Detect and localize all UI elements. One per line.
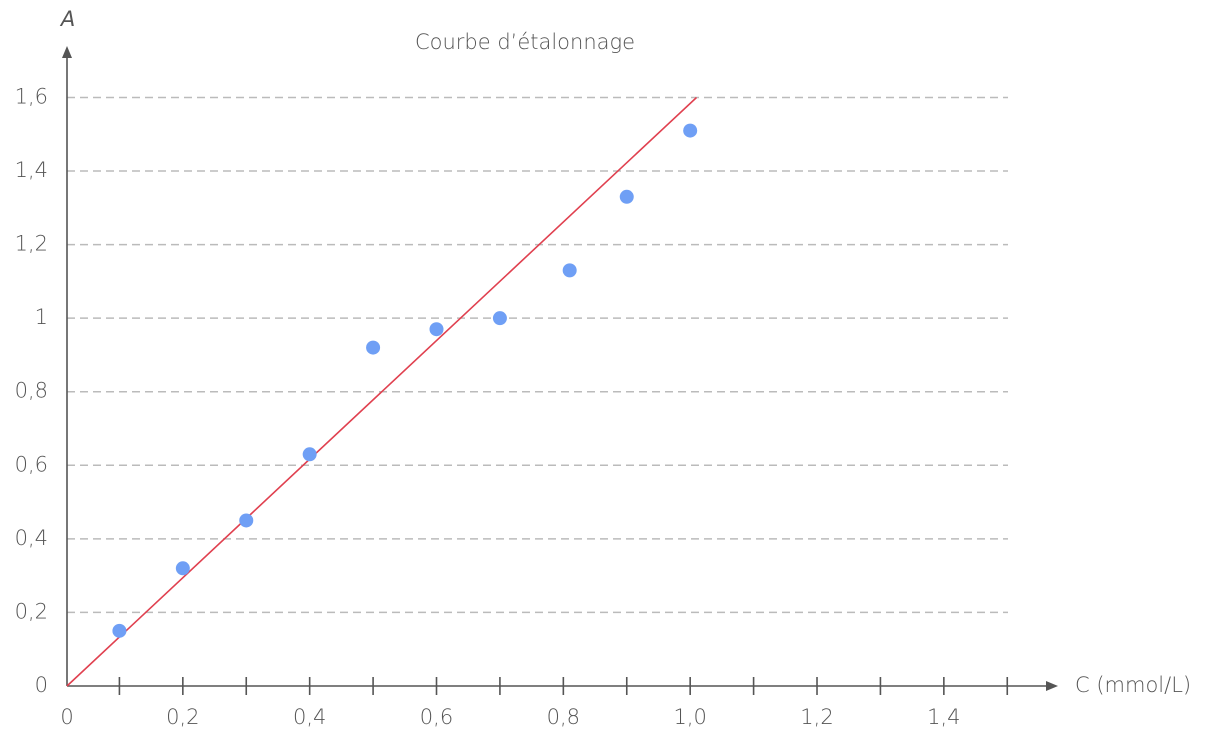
- y-tick-label: 0,4: [15, 526, 48, 550]
- x-axis-label: C (mmol/L): [1075, 673, 1191, 697]
- x-tick-label: 0: [60, 705, 73, 729]
- x-tick-label: 1,0: [673, 705, 706, 729]
- data-point: [175, 561, 190, 576]
- y-tick-label: 0,8: [15, 379, 48, 403]
- y-axis-arrow: [62, 46, 72, 58]
- x-tick-label: 1,4: [927, 705, 960, 729]
- data-point: [429, 322, 444, 337]
- x-tick-label: 0,6: [420, 705, 453, 729]
- x-tick-label: 1,2: [800, 705, 833, 729]
- x-tick-label: 0,4: [293, 705, 326, 729]
- data-point: [112, 623, 127, 638]
- x-tick-label: 0,2: [166, 705, 199, 729]
- y-tick-label: 1: [35, 305, 48, 329]
- y-tick-label: 1,6: [15, 84, 48, 108]
- data-point: [683, 123, 698, 138]
- fit-line: [66, 96, 698, 687]
- data-point: [562, 263, 577, 278]
- y-axis-label: A: [59, 7, 75, 31]
- y-tick-label: 1,4: [15, 158, 48, 182]
- x-tick-label: 0,8: [547, 705, 580, 729]
- data-point: [619, 189, 634, 204]
- y-tick-label: 0: [35, 673, 48, 697]
- y-tick-label: 0,2: [15, 599, 48, 623]
- y-tick-label: 1,2: [15, 232, 48, 256]
- data-point: [302, 447, 317, 462]
- y-tick-label: 0,6: [15, 452, 48, 476]
- data-point: [492, 311, 507, 326]
- chart-title: Courbe d’étalonnage: [415, 30, 635, 54]
- x-axis-arrow: [1046, 681, 1058, 691]
- data-point: [366, 340, 381, 355]
- data-point: [239, 513, 254, 528]
